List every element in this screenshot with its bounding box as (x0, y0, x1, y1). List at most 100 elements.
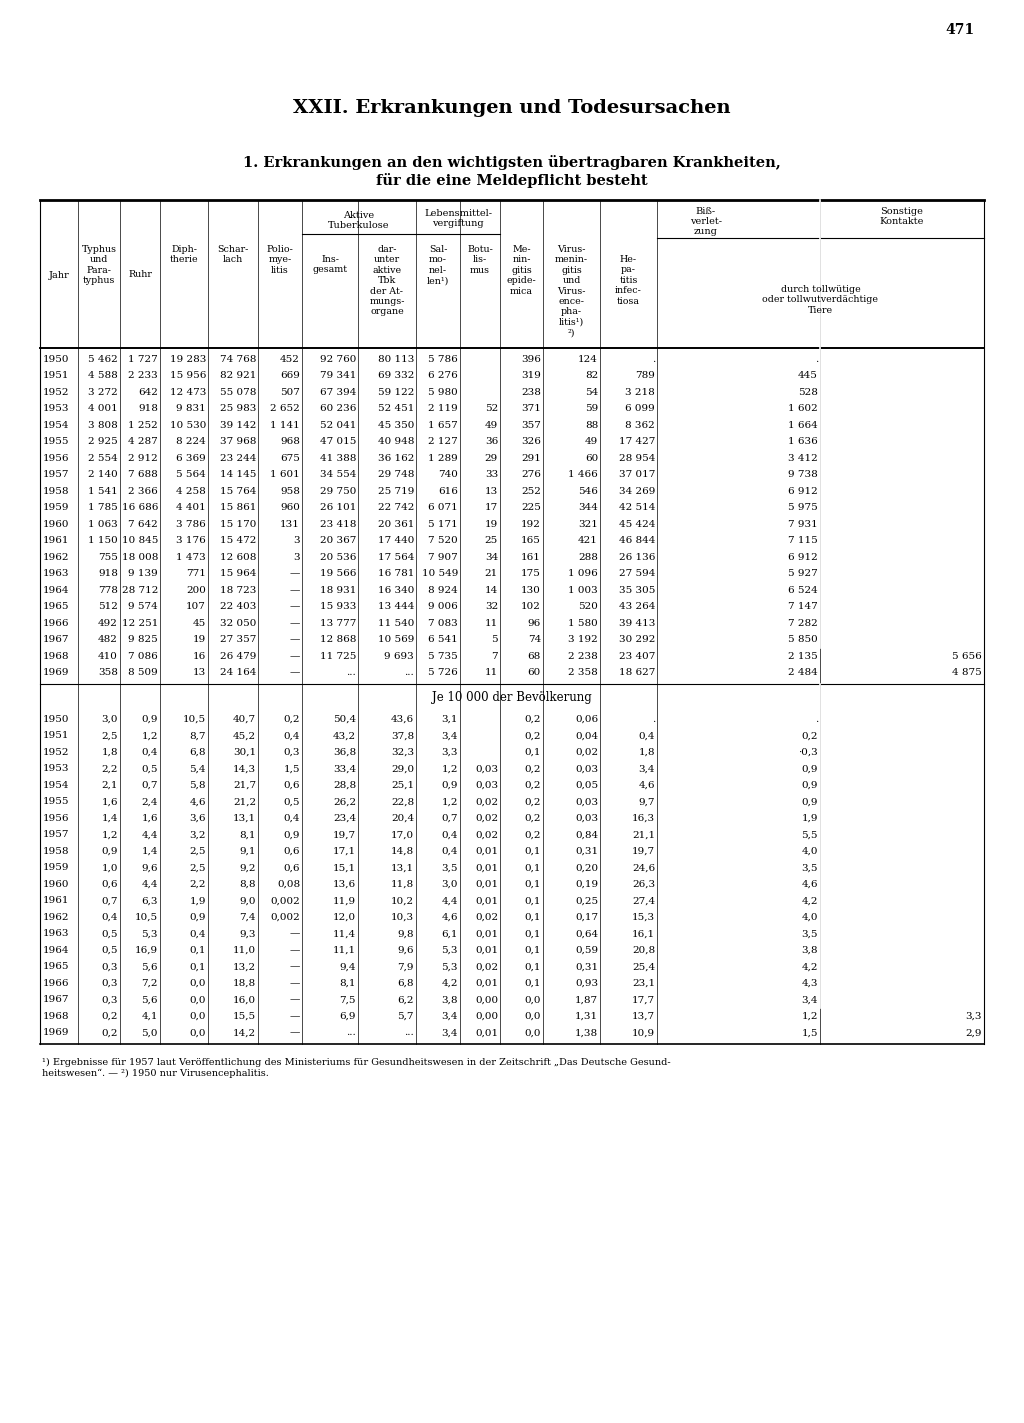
Text: 4,6: 4,6 (639, 781, 655, 790)
Text: 2 366: 2 366 (128, 487, 158, 495)
Text: 1,2: 1,2 (101, 830, 118, 840)
Text: 5,4: 5,4 (189, 764, 206, 773)
Text: 6,1: 6,1 (441, 929, 458, 938)
Text: 79 341: 79 341 (319, 371, 356, 380)
Text: 8 509: 8 509 (128, 669, 158, 677)
Text: 0,0: 0,0 (524, 1029, 541, 1037)
Text: 9 139: 9 139 (128, 569, 158, 578)
Text: 528: 528 (798, 387, 818, 397)
Text: 1957: 1957 (43, 470, 70, 480)
Text: Aktive: Aktive (343, 212, 375, 221)
Text: 1953: 1953 (43, 764, 70, 773)
Text: 27 594: 27 594 (618, 569, 655, 578)
Text: 2 484: 2 484 (788, 669, 818, 677)
Text: 1961: 1961 (43, 536, 70, 545)
Text: 0,06: 0,06 (574, 714, 598, 724)
Text: 1968: 1968 (43, 1012, 70, 1020)
Text: durch tollwütige
oder tollwutverdächtige
Tiere: durch tollwütige oder tollwutverdächtige… (763, 285, 879, 314)
Text: —: — (290, 619, 300, 628)
Text: 6 099: 6 099 (626, 404, 655, 413)
Text: 1,2: 1,2 (802, 1012, 818, 1020)
Text: 0,6: 0,6 (101, 879, 118, 889)
Text: —: — (290, 652, 300, 660)
Text: 2 554: 2 554 (88, 454, 118, 462)
Text: Virus-
menin-
gitis
und
Virus-
ence-
pha-
litis¹)
²): Virus- menin- gitis und Virus- ence- pha… (555, 245, 588, 337)
Text: 755: 755 (98, 552, 118, 562)
Text: 0,9: 0,9 (802, 797, 818, 807)
Text: 1951: 1951 (43, 371, 70, 380)
Text: 0,4: 0,4 (441, 847, 458, 855)
Text: 2 925: 2 925 (88, 437, 118, 447)
Text: 968: 968 (281, 437, 300, 447)
Text: 8 224: 8 224 (176, 437, 206, 447)
Text: 0,6: 0,6 (284, 781, 300, 790)
Text: 0,1: 0,1 (524, 946, 541, 955)
Text: 29 750: 29 750 (319, 487, 356, 495)
Text: 0,02: 0,02 (475, 962, 498, 972)
Text: 3,8: 3,8 (802, 946, 818, 955)
Text: 11,1: 11,1 (333, 946, 356, 955)
Text: 358: 358 (98, 669, 118, 677)
Text: —: — (290, 635, 300, 645)
Text: 0,2: 0,2 (524, 830, 541, 840)
Text: 918: 918 (138, 404, 158, 413)
Text: 10,2: 10,2 (391, 896, 414, 905)
Text: 9,8: 9,8 (397, 929, 414, 938)
Text: 1958: 1958 (43, 847, 70, 855)
Text: 20 367: 20 367 (319, 536, 356, 545)
Text: 60: 60 (585, 454, 598, 462)
Text: 4,4: 4,4 (141, 830, 158, 840)
Text: 1 664: 1 664 (788, 421, 818, 430)
Text: 12,0: 12,0 (333, 912, 356, 922)
Text: 0,31: 0,31 (574, 962, 598, 972)
Text: 5 171: 5 171 (428, 519, 458, 529)
Text: 0,5: 0,5 (101, 946, 118, 955)
Text: 669: 669 (281, 371, 300, 380)
Text: 6,2: 6,2 (397, 995, 414, 1005)
Text: 6 276: 6 276 (428, 371, 458, 380)
Text: 0,1: 0,1 (524, 929, 541, 938)
Text: 0,3: 0,3 (101, 962, 118, 972)
Text: 15 964: 15 964 (219, 569, 256, 578)
Text: 7,9: 7,9 (397, 962, 414, 972)
Text: 11 540: 11 540 (378, 619, 414, 628)
Text: 3,2: 3,2 (189, 830, 206, 840)
Text: 5,6: 5,6 (141, 962, 158, 972)
Text: 421: 421 (579, 536, 598, 545)
Text: 4,1: 4,1 (141, 1012, 158, 1020)
Text: 3,4: 3,4 (639, 764, 655, 773)
Text: 0,3: 0,3 (101, 995, 118, 1005)
Text: 4,6: 4,6 (802, 879, 818, 889)
Text: 161: 161 (521, 552, 541, 562)
Text: 10,9: 10,9 (632, 1029, 655, 1037)
Text: 5,6: 5,6 (141, 995, 158, 1005)
Text: 0,0: 0,0 (189, 995, 206, 1005)
Text: 23,1: 23,1 (632, 979, 655, 988)
Text: 12 251: 12 251 (122, 619, 158, 628)
Text: 60 236: 60 236 (319, 404, 356, 413)
Text: 2,2: 2,2 (189, 879, 206, 889)
Text: 3,3: 3,3 (966, 1012, 982, 1020)
Text: 6,9: 6,9 (340, 1012, 356, 1020)
Text: 0,3: 0,3 (284, 747, 300, 757)
Text: 0,04: 0,04 (574, 731, 598, 740)
Text: vergiftung: vergiftung (432, 219, 483, 228)
Text: 11,4: 11,4 (333, 929, 356, 938)
Text: 5: 5 (492, 635, 498, 645)
Text: 8 924: 8 924 (428, 586, 458, 595)
Text: 0,9: 0,9 (101, 847, 118, 855)
Text: 958: 958 (281, 487, 300, 495)
Text: Kontakte: Kontakte (880, 218, 925, 226)
Text: 1 580: 1 580 (568, 619, 598, 628)
Text: 0,1: 0,1 (524, 847, 541, 855)
Text: 6 071: 6 071 (428, 504, 458, 512)
Text: 0,7: 0,7 (441, 814, 458, 822)
Text: 0,9: 0,9 (441, 781, 458, 790)
Text: 410: 410 (98, 652, 118, 660)
Text: 778: 778 (98, 586, 118, 595)
Text: 16,9: 16,9 (135, 946, 158, 955)
Text: —: — (290, 995, 300, 1005)
Text: 33,4: 33,4 (333, 764, 356, 773)
Text: 0,01: 0,01 (475, 847, 498, 855)
Text: 9,0: 9,0 (240, 896, 256, 905)
